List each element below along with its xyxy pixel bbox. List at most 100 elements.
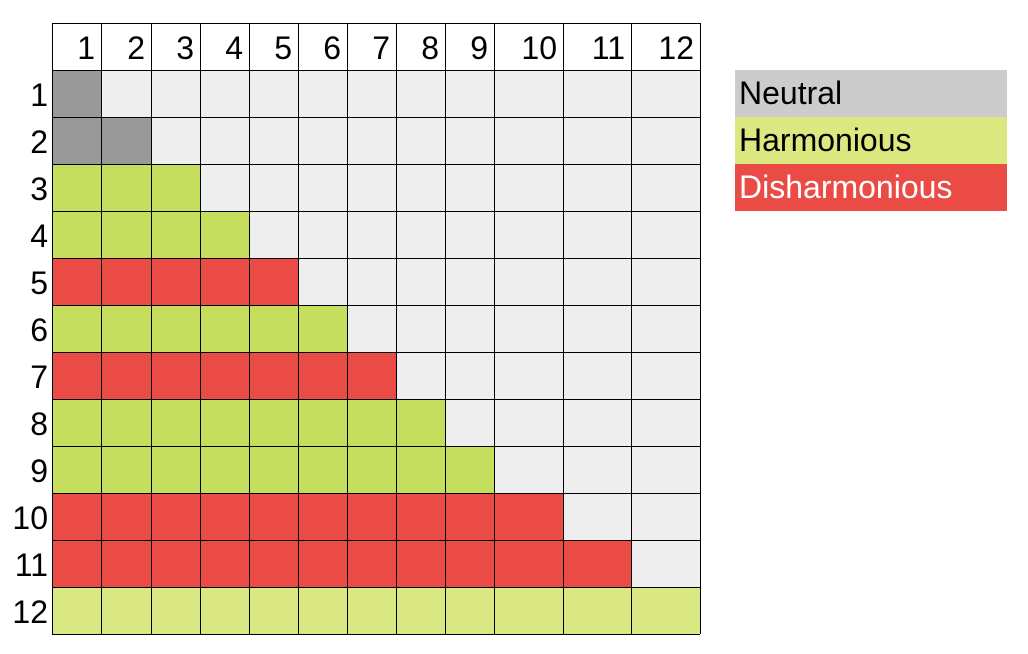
grid-cell [101, 540, 151, 587]
grid-cell [52, 305, 101, 352]
grid-cell [631, 164, 700, 211]
grid-cell [151, 258, 200, 305]
grid-cell [101, 70, 151, 117]
grid-cell [347, 352, 396, 399]
grid-cell [396, 211, 445, 258]
legend-neutral: Neutral [735, 70, 1007, 117]
grid-cell [631, 117, 700, 164]
grid-cell [52, 540, 101, 587]
grid-cell [347, 211, 396, 258]
row-label: 11 [15, 547, 48, 583]
column-label: 10 [521, 30, 557, 66]
grid-cell [298, 70, 347, 117]
legend-disharmonious: Disharmonious [735, 164, 1007, 211]
grid-cell [631, 211, 700, 258]
grid-cell [563, 493, 631, 540]
grid-cell [494, 211, 563, 258]
grid-cell [396, 258, 445, 305]
grid-cell [347, 305, 396, 352]
grid-cell [396, 305, 445, 352]
grid-cell [347, 399, 396, 446]
grid-cell [101, 493, 151, 540]
grid-cell [52, 258, 101, 305]
grid-cell [347, 70, 396, 117]
grid-cell [396, 493, 445, 540]
grid-cell [298, 446, 347, 493]
grid-cell [396, 164, 445, 211]
grid-cell [396, 540, 445, 587]
grid-cell [101, 352, 151, 399]
grid-cell [101, 305, 151, 352]
row-label: 10 [12, 500, 48, 536]
grid-cell [200, 70, 249, 117]
grid-cell [396, 446, 445, 493]
grid-cell [151, 211, 200, 258]
grid-cell [445, 70, 494, 117]
grid-cell [249, 587, 298, 634]
grid-cell [200, 399, 249, 446]
grid-cell [396, 399, 445, 446]
grid-cell [249, 258, 298, 305]
grid-cell [347, 540, 396, 587]
grid-cell [494, 540, 563, 587]
grid-cell [445, 352, 494, 399]
grid-cell [52, 70, 101, 117]
column-label: 2 [127, 30, 145, 66]
grid-cell [445, 540, 494, 587]
grid-cell [347, 493, 396, 540]
grid-cell [151, 493, 200, 540]
grid-cell [200, 117, 249, 164]
grid-cell [200, 258, 249, 305]
grid-cell [631, 70, 700, 117]
grid-cell [631, 352, 700, 399]
grid-cell [347, 446, 396, 493]
column-label: 9 [470, 30, 488, 66]
grid-cell [200, 164, 249, 211]
grid-cell [445, 399, 494, 446]
grid-cell [52, 493, 101, 540]
grid-cell [298, 305, 347, 352]
grid-cell [249, 70, 298, 117]
grid-cell [249, 540, 298, 587]
grid-cell [563, 540, 631, 587]
grid-cell [101, 258, 151, 305]
grid-cell [249, 211, 298, 258]
grid-cell [101, 446, 151, 493]
grid-cell [563, 446, 631, 493]
column-label: 12 [658, 30, 694, 66]
grid-cell [101, 164, 151, 211]
grid-cell [494, 493, 563, 540]
grid-cell [249, 164, 298, 211]
grid-cell [445, 305, 494, 352]
column-label: 8 [421, 30, 439, 66]
grid-cell [347, 117, 396, 164]
grid-cell [445, 493, 494, 540]
grid-cell [298, 211, 347, 258]
grid-cell [151, 446, 200, 493]
grid-cell [200, 587, 249, 634]
grid-cell [200, 352, 249, 399]
column-label: 7 [372, 30, 390, 66]
grid-cell [631, 305, 700, 352]
grid-cell [52, 211, 101, 258]
grid-cell [52, 117, 101, 164]
column-label: 5 [274, 30, 292, 66]
grid-cell [101, 117, 151, 164]
column-label: 6 [323, 30, 341, 66]
grid-cell [52, 446, 101, 493]
grid-cell [347, 258, 396, 305]
grid-cell [249, 117, 298, 164]
grid-cell [494, 305, 563, 352]
grid-cell [347, 164, 396, 211]
grid-cell [101, 211, 151, 258]
grid-cell [563, 258, 631, 305]
grid-cell [298, 399, 347, 446]
grid-cell [151, 352, 200, 399]
legend-harmonious: Harmonious [735, 117, 1007, 164]
grid-cell [151, 164, 200, 211]
column-label: 3 [176, 30, 194, 66]
row-label: 3 [30, 171, 48, 207]
grid-cell [494, 399, 563, 446]
column-label: 11 [592, 30, 625, 66]
